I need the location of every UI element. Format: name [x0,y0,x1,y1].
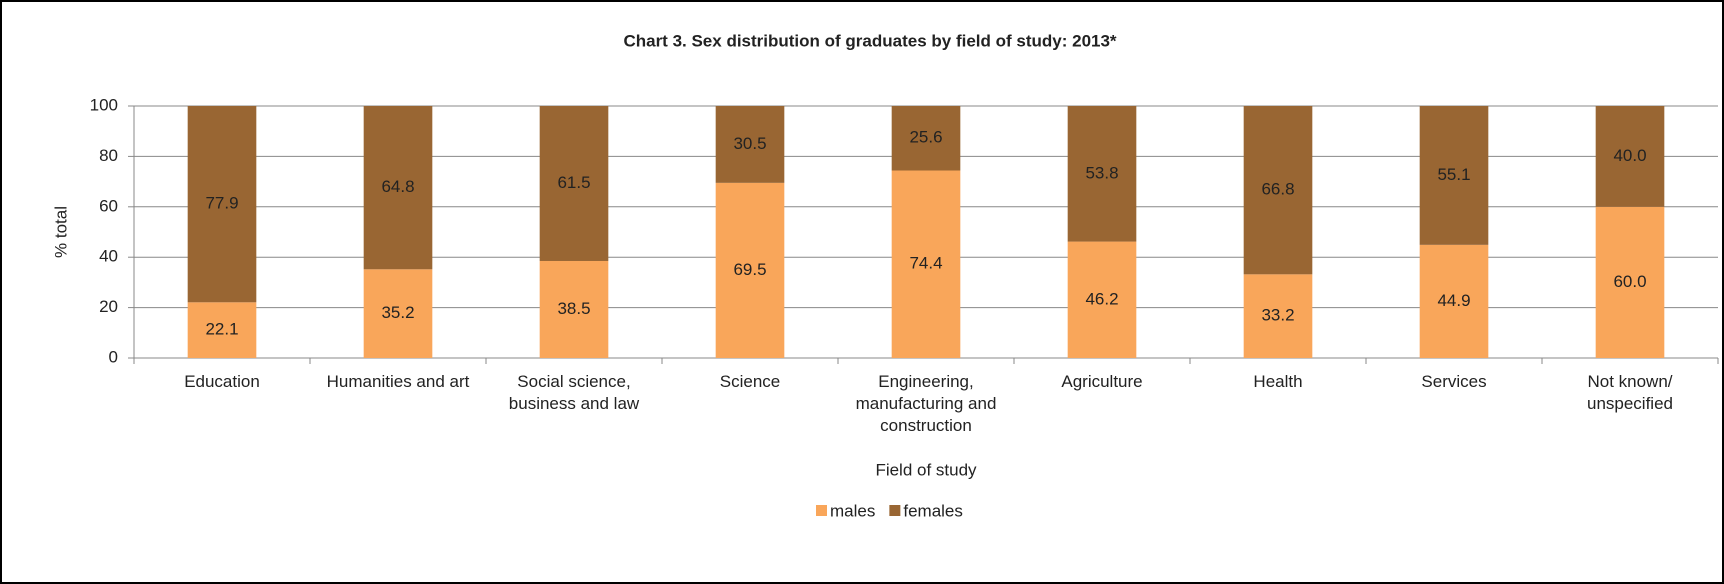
x-tick-label: Humanities and art [326,372,470,391]
bar-segment [1067,106,1137,242]
data-label: 38.5 [557,299,590,318]
data-label: 22.1 [205,320,238,339]
y-axis-title: % total [51,206,70,258]
bar-segment [1595,106,1665,207]
bar-segment [891,170,961,358]
data-label: 25.6 [909,128,942,147]
legend-label: males [830,501,875,520]
y-tick-label: 100 [90,95,118,114]
data-label: 53.8 [1085,163,1118,182]
bar-segment [187,106,257,303]
x-tick-label: Engineering, manufacturing and construct… [855,372,997,435]
bar-segment [1243,106,1313,275]
y-tick-label: 80 [99,146,118,165]
y-tick-label: 60 [99,196,118,215]
x-tick-label: Education [184,372,260,391]
bar-segment [363,269,433,358]
x-tick-label: Science [719,372,781,391]
data-label: 44.9 [1437,291,1470,310]
data-label: 60.0 [1613,272,1646,291]
data-label: 46.2 [1085,289,1118,308]
x-tick-label: Health [1253,372,1303,391]
data-label: 55.1 [1437,165,1470,184]
bar-segment [1419,106,1489,245]
data-label: 35.2 [381,303,414,322]
bar-segment [715,182,785,358]
bar-segment [363,106,433,270]
x-tick-label: Not known/ unspecified [1586,372,1673,413]
y-tick-label: 40 [99,247,118,266]
data-label: 30.5 [733,134,766,153]
bar-segment [1595,206,1665,358]
bar-segment [539,260,609,358]
legend-label: females [903,501,963,520]
x-tick-label: Agriculture [1061,372,1143,391]
bar-segment [187,302,257,358]
bar-segment [715,106,785,183]
data-label: 64.8 [381,177,414,196]
data-label: 69.5 [733,260,766,279]
bar-segment [1243,274,1313,358]
data-label: 33.2 [1261,306,1294,325]
data-label: 77.9 [205,194,238,213]
bar-segment [539,106,609,261]
x-tick-label: Services [1421,372,1487,391]
data-label: 40.0 [1613,146,1646,165]
legend-swatch [889,505,901,516]
chart-title: Chart 3. Sex distribution of graduates b… [623,31,1116,50]
data-label: 61.5 [557,173,590,192]
legend-swatch [816,505,827,516]
x-axis-title: Field of study [875,460,977,479]
y-tick-label: 20 [99,297,118,316]
bar-segment [891,106,961,171]
bar-segment [1419,244,1489,358]
data-label: 66.8 [1261,180,1294,199]
y-tick-label: 0 [109,347,118,366]
data-label: 74.4 [909,254,942,273]
x-tick-label: Social science, business and law [508,372,640,413]
bar-segment [1067,241,1137,358]
